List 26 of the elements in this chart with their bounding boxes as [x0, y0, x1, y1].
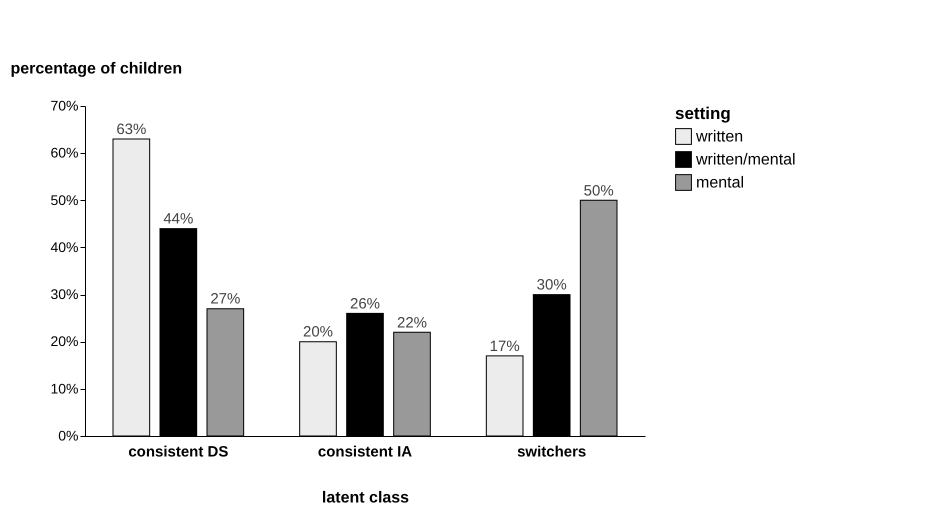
data-label: 27%: [210, 290, 240, 308]
data-label: 44%: [163, 210, 194, 228]
y-tick-label: 0%: [58, 428, 78, 444]
x-tick-label: consistent IA: [318, 444, 412, 460]
y-tick-label: 70%: [50, 98, 78, 114]
legend-label: written: [695, 128, 744, 146]
data-label: 20%: [302, 324, 334, 341]
legend-title: setting: [675, 104, 731, 123]
data-label: 50%: [584, 182, 614, 200]
y-tick-label: 50%: [50, 192, 78, 208]
y-tick-label: 60%: [50, 144, 78, 161]
data-label: 17%: [490, 338, 520, 355]
y-tick-label: 40%: [50, 238, 78, 255]
x-tick-label: consistent DS: [128, 444, 228, 460]
legend-label: written/mental: [695, 152, 796, 168]
y-tick-label: 10%: [50, 380, 78, 396]
x-axis-title: latent class: [322, 490, 410, 506]
x-tick-label: switchers: [517, 444, 586, 460]
data-label: 22%: [396, 314, 428, 332]
y-axis-title: percentage of children: [10, 60, 182, 78]
y-tick-label: 20%: [50, 333, 78, 350]
y-tick-label: 30%: [50, 286, 78, 302]
data-label: 63%: [116, 121, 146, 138]
data-label: 30%: [536, 276, 567, 294]
legend-label: mental: [696, 174, 744, 192]
data-label: 26%: [350, 295, 380, 312]
